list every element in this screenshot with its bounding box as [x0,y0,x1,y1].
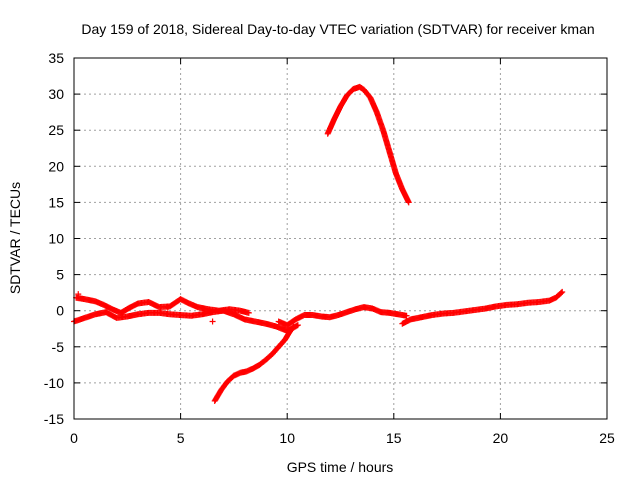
y-tick-label: 30 [48,86,64,102]
y-tick-label: -5 [52,339,65,355]
y-tick-label: 15 [48,194,64,210]
data-point-marker [294,322,301,329]
chart-title: Day 159 of 2018, Sidereal Day-to-day VTE… [81,21,594,37]
y-tick-label: 25 [48,122,64,138]
data-point-marker [75,291,82,298]
data-point-marker [245,309,252,316]
y-tick-label: 10 [48,231,64,247]
y-axis-label: SDTVAR / TECUs [7,182,23,294]
x-tick-label: 25 [599,430,615,446]
y-tick-label: -10 [44,375,64,391]
series-satellite-track-arc-high [324,83,412,206]
series-satellite-track-rising [211,323,297,404]
data-point-marker [558,289,565,296]
data-point-marker [405,199,412,206]
axis-ticks: 0 5 10 15 20 25 -15 -10 -5 0 5 10 15 20 25 30 35 [44,50,615,446]
data-series [71,83,566,404]
series-satellite-track-lower-band [71,307,301,334]
x-tick-label: 20 [493,430,509,446]
grid-lines [74,58,607,419]
y-tick-label: 5 [56,267,64,283]
x-tick-label: 15 [386,430,402,446]
data-point-marker [403,312,410,319]
series-satellite-track-mid-band [275,304,410,329]
x-axis-label: GPS time / hours [287,459,394,475]
data-point-marker [559,288,566,295]
x-tick-label: 10 [279,430,295,446]
series-satellite-track-upper-band [73,294,252,316]
y-tick-label: 20 [48,158,64,174]
x-tick-label: 5 [177,430,185,446]
series-scattered-points [75,291,216,325]
x-tick-label: 0 [70,430,78,446]
y-tick-label: 35 [48,50,64,66]
y-tick-label: 0 [56,303,64,319]
series-satellite-track-late-band [399,288,566,327]
y-tick-label: -15 [44,411,64,427]
data-point-marker [164,304,171,311]
data-point-marker [209,318,216,325]
